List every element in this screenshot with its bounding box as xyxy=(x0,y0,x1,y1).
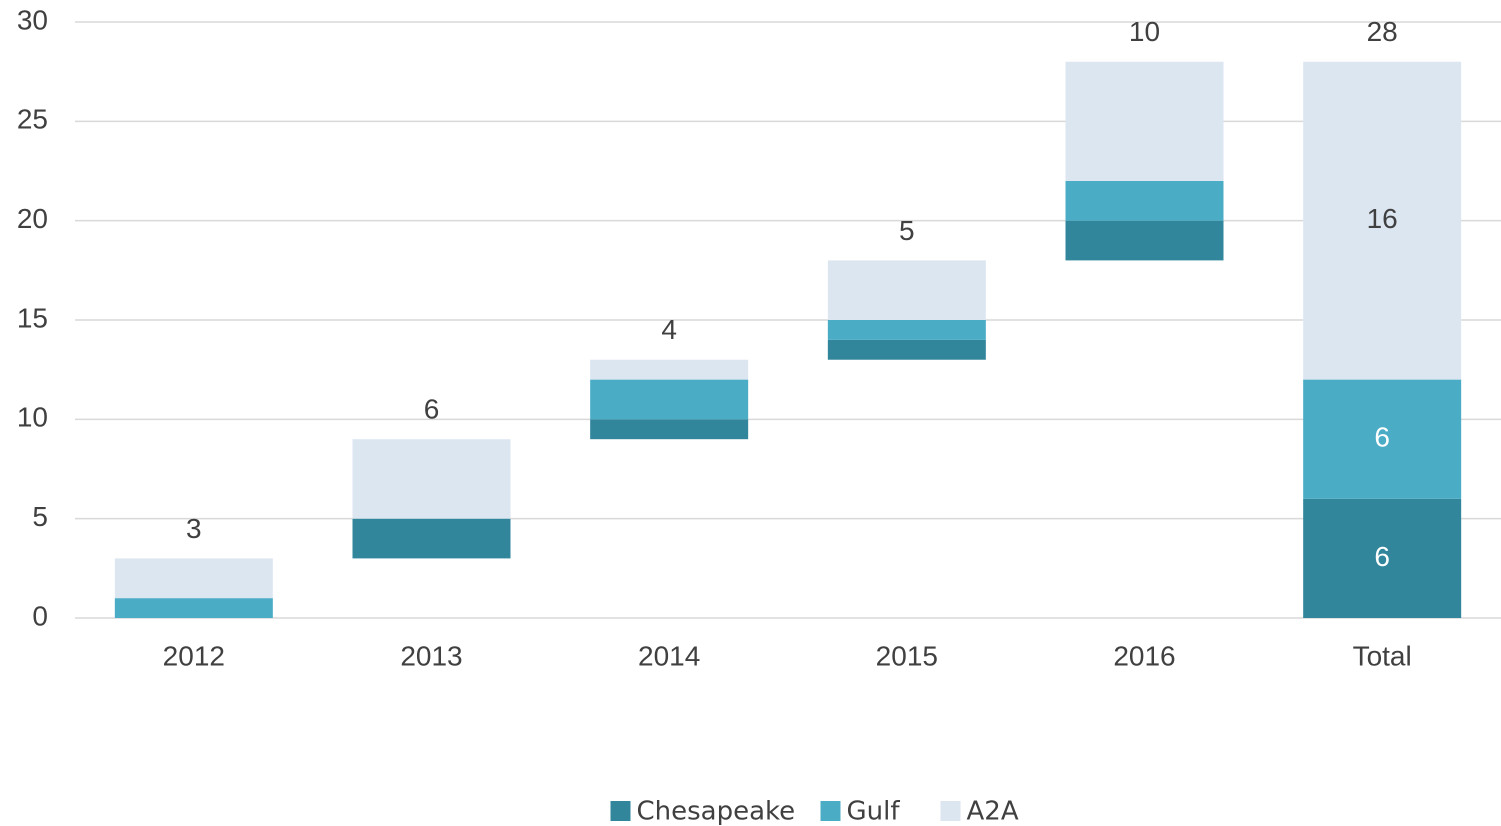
legend-swatch xyxy=(610,801,631,821)
data-label: 6 xyxy=(1374,541,1390,572)
bar-segment xyxy=(827,320,986,340)
y-tick-label: 25 xyxy=(17,104,48,135)
y-tick-label: 15 xyxy=(17,302,48,333)
legend-label: Gulf xyxy=(847,797,901,826)
bar-segment xyxy=(1303,61,1462,380)
total-label: 10 xyxy=(1129,16,1160,47)
x-tick-label: 2016 xyxy=(1113,640,1175,671)
bar-segment xyxy=(590,379,749,420)
bar-segment xyxy=(114,558,273,599)
bar-segment xyxy=(352,518,511,559)
data-label: 6 xyxy=(1374,422,1390,453)
bar-segment xyxy=(1303,379,1462,499)
bar-segment xyxy=(1065,180,1224,221)
bar-segment xyxy=(114,598,273,618)
bar-segment xyxy=(590,359,749,380)
legend-label: Chesapeake xyxy=(637,797,796,826)
bar-segment xyxy=(352,439,511,519)
x-tick-label: 2013 xyxy=(400,640,462,671)
data-label: 16 xyxy=(1367,203,1398,234)
x-tick-label: Total xyxy=(1353,640,1412,671)
bar-segment xyxy=(1065,61,1224,181)
bar-segment xyxy=(827,339,986,360)
bar-segment xyxy=(1303,498,1462,618)
bar-segment xyxy=(1065,220,1224,261)
y-tick-label: 10 xyxy=(17,402,48,433)
total-label: 4 xyxy=(661,314,677,345)
x-tick-label: 2012 xyxy=(163,640,225,671)
x-tick-label: 2015 xyxy=(876,640,938,671)
y-tick-label: 20 xyxy=(17,203,48,234)
x-tick-label: 2014 xyxy=(638,640,700,671)
bar-segment xyxy=(827,260,986,320)
total-label: 6 xyxy=(424,394,440,425)
legend-swatch xyxy=(940,801,961,821)
y-tick-label: 0 xyxy=(32,600,48,631)
legend-swatch xyxy=(820,801,841,821)
total-label: 3 xyxy=(186,513,202,544)
bar-segment xyxy=(590,419,749,440)
y-tick-label: 30 xyxy=(17,4,48,35)
legend-label: A2A xyxy=(967,797,1019,826)
total-label: 28 xyxy=(1367,16,1398,47)
y-tick-label: 5 xyxy=(32,501,48,532)
total-label: 5 xyxy=(899,215,915,246)
